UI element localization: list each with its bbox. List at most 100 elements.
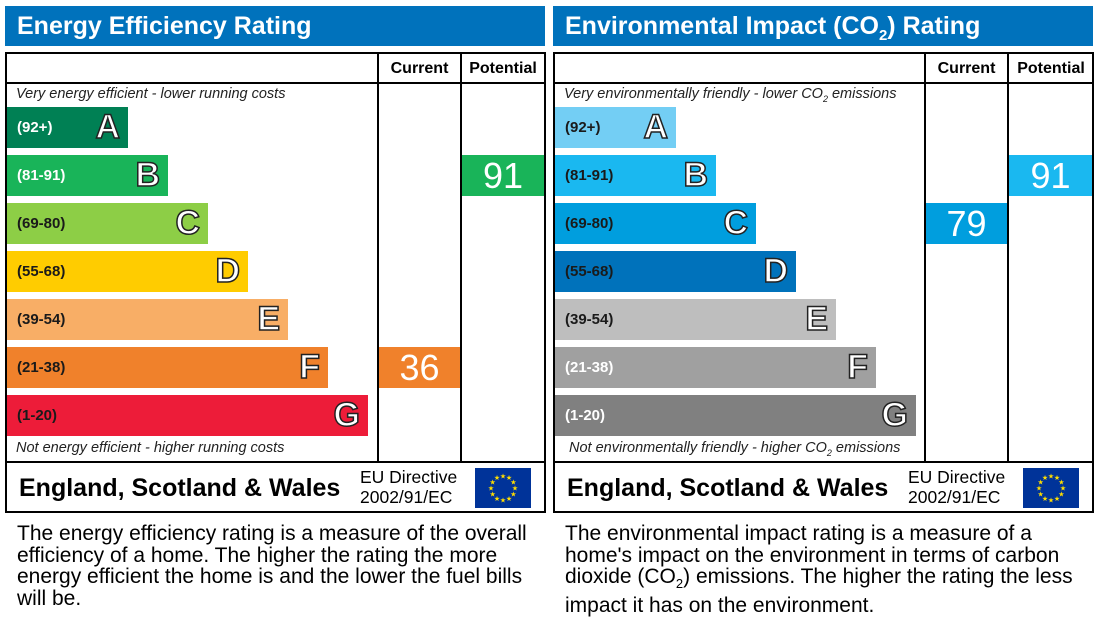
description-part-2: ) emissions. The higher the rating the l…	[565, 565, 1073, 617]
eu-star-icon: ★	[1054, 495, 1060, 503]
eu-star-icon: ★	[500, 497, 506, 505]
eu-star-icon: ★	[494, 474, 500, 482]
band-a: (92+) A	[7, 107, 128, 148]
eu-star-icon: ★	[1037, 491, 1043, 499]
eu-star-icon: ★	[1048, 473, 1054, 481]
rating-table-frame	[553, 52, 1094, 513]
current-column-header: Current	[937, 60, 996, 77]
top-note-subscript: 2	[822, 93, 828, 104]
band-range-label: (21-38)	[17, 359, 66, 376]
eu-star-icon: ★	[1058, 479, 1064, 487]
eu-star-icon: ★	[512, 485, 518, 493]
band-letter: D	[215, 251, 241, 291]
band-range-label: (81-91)	[565, 167, 614, 184]
band-range-label: (39-54)	[565, 311, 614, 328]
band-letter: F	[298, 347, 320, 387]
band-g: (1-20) G	[7, 395, 368, 436]
bottom-note-suffix: emissions	[831, 440, 901, 456]
eu-star-icon: ★	[1048, 497, 1054, 505]
band-f: (21-38) F	[555, 347, 876, 388]
footer-divider	[5, 461, 546, 463]
footer-divider	[553, 461, 1094, 463]
footer-directive: EU Directive 2002/91/EC	[360, 467, 457, 507]
bottom-note: Not environmentally friendly - higher CO…	[569, 440, 900, 458]
title-suffix: ) Rating	[887, 12, 981, 40]
current-rating-marker: 36	[379, 347, 460, 388]
band-range-label: (92+)	[17, 119, 53, 136]
band-letter: D	[763, 251, 789, 291]
band-letter: A	[643, 107, 669, 147]
potential-rating-marker: 91	[462, 155, 544, 196]
band-range-label: (21-38)	[565, 359, 614, 376]
band-e: (39-54) E	[555, 299, 836, 340]
column-divider	[924, 52, 926, 463]
eu-star-icon: ★	[1054, 474, 1060, 482]
band-letter: E	[257, 299, 281, 339]
bottom-note-subscript: 2	[826, 447, 832, 458]
band-letter: F	[846, 347, 868, 387]
band-b: (81-91) B	[7, 155, 168, 196]
eu-star-icon: ★	[510, 479, 516, 487]
eu-star-icon: ★	[1042, 495, 1048, 503]
eu-star-icon: ★	[494, 495, 500, 503]
band-range-label: (69-80)	[565, 215, 614, 232]
band-letter: G	[333, 395, 361, 435]
energy-efficiency-title: Energy Efficiency Rating	[5, 6, 545, 46]
potential-rating-marker: 91	[1009, 155, 1092, 196]
directive-line-2: 2002/91/EC	[360, 487, 453, 507]
title-prefix: Environmental Impact (CO	[565, 12, 879, 40]
environmental-impact-panel: Environmental Impact (CO2) Rating Curren…	[553, 0, 1095, 616]
potential-column-header: Potential	[1017, 60, 1085, 77]
eu-flag-icon: ★ ★ ★ ★ ★ ★ ★ ★ ★ ★ ★ ★	[475, 468, 531, 508]
top-note-prefix: Very environmentally friendly - lower CO	[564, 86, 823, 102]
band-range-label: (1-20)	[565, 407, 606, 424]
description-part-1: The environmental impact rating is a mea…	[565, 522, 1060, 588]
eu-star-icon: ★	[506, 474, 512, 482]
bottom-note: Not energy efficient - higher running co…	[16, 440, 285, 456]
band-f: (21-38) F	[7, 347, 328, 388]
band-letter: B	[683, 155, 709, 195]
energy-efficiency-panel: Energy Efficiency Rating Current Potenti…	[5, 0, 547, 613]
eu-star-icon: ★	[1060, 485, 1066, 493]
bottom-note-prefix: Not environmentally friendly - higher CO	[569, 440, 827, 456]
band-c: (69-80) C	[7, 203, 208, 244]
description: The energy efficiency rating is a measur…	[17, 522, 527, 610]
description-subscript: 2	[675, 576, 684, 592]
band-range-label: (1-20)	[17, 407, 58, 424]
band-range-label: (69-80)	[17, 215, 66, 232]
eu-star-icon: ★	[1058, 491, 1064, 499]
header-divider	[5, 82, 546, 84]
eu-star-icon: ★	[488, 485, 494, 493]
description: The environmental impact rating is a mea…	[565, 523, 1095, 616]
title-subscript: 2	[878, 27, 888, 44]
eu-star-icon: ★	[510, 491, 516, 499]
band-letter: A	[95, 107, 121, 147]
top-note: Very environmentally friendly - lower CO…	[564, 86, 896, 104]
directive-line-2: 2002/91/EC	[908, 487, 1001, 507]
band-range-label: (81-91)	[17, 167, 66, 184]
band-e: (39-54) E	[7, 299, 288, 340]
eu-star-icon: ★	[506, 495, 512, 503]
footer-directive: EU Directive 2002/91/EC	[908, 467, 1005, 507]
top-note-suffix: emissions	[827, 86, 897, 102]
footer-country: England, Scotland & Wales	[19, 474, 341, 502]
eu-star-icon: ★	[1036, 485, 1042, 493]
eu-star-icon: ★	[500, 473, 506, 481]
column-divider	[1007, 52, 1009, 463]
band-d: (55-68) D	[555, 251, 796, 292]
current-rating-marker: 79	[926, 203, 1007, 244]
rating-table-frame	[5, 52, 546, 513]
column-divider	[460, 52, 462, 463]
header-divider	[553, 82, 1094, 84]
top-note: Very energy efficient - lower running co…	[16, 86, 286, 102]
band-a: (92+) A	[555, 107, 676, 148]
eu-star-icon: ★	[1037, 479, 1043, 487]
band-letter: B	[135, 155, 161, 195]
band-letter: G	[881, 395, 909, 435]
band-b: (81-91) B	[555, 155, 716, 196]
eu-star-icon: ★	[489, 491, 495, 499]
band-range-label: (55-68)	[565, 263, 614, 280]
band-letter: E	[805, 299, 829, 339]
band-range-label: (92+)	[565, 119, 601, 136]
footer-country: England, Scotland & Wales	[567, 474, 889, 502]
